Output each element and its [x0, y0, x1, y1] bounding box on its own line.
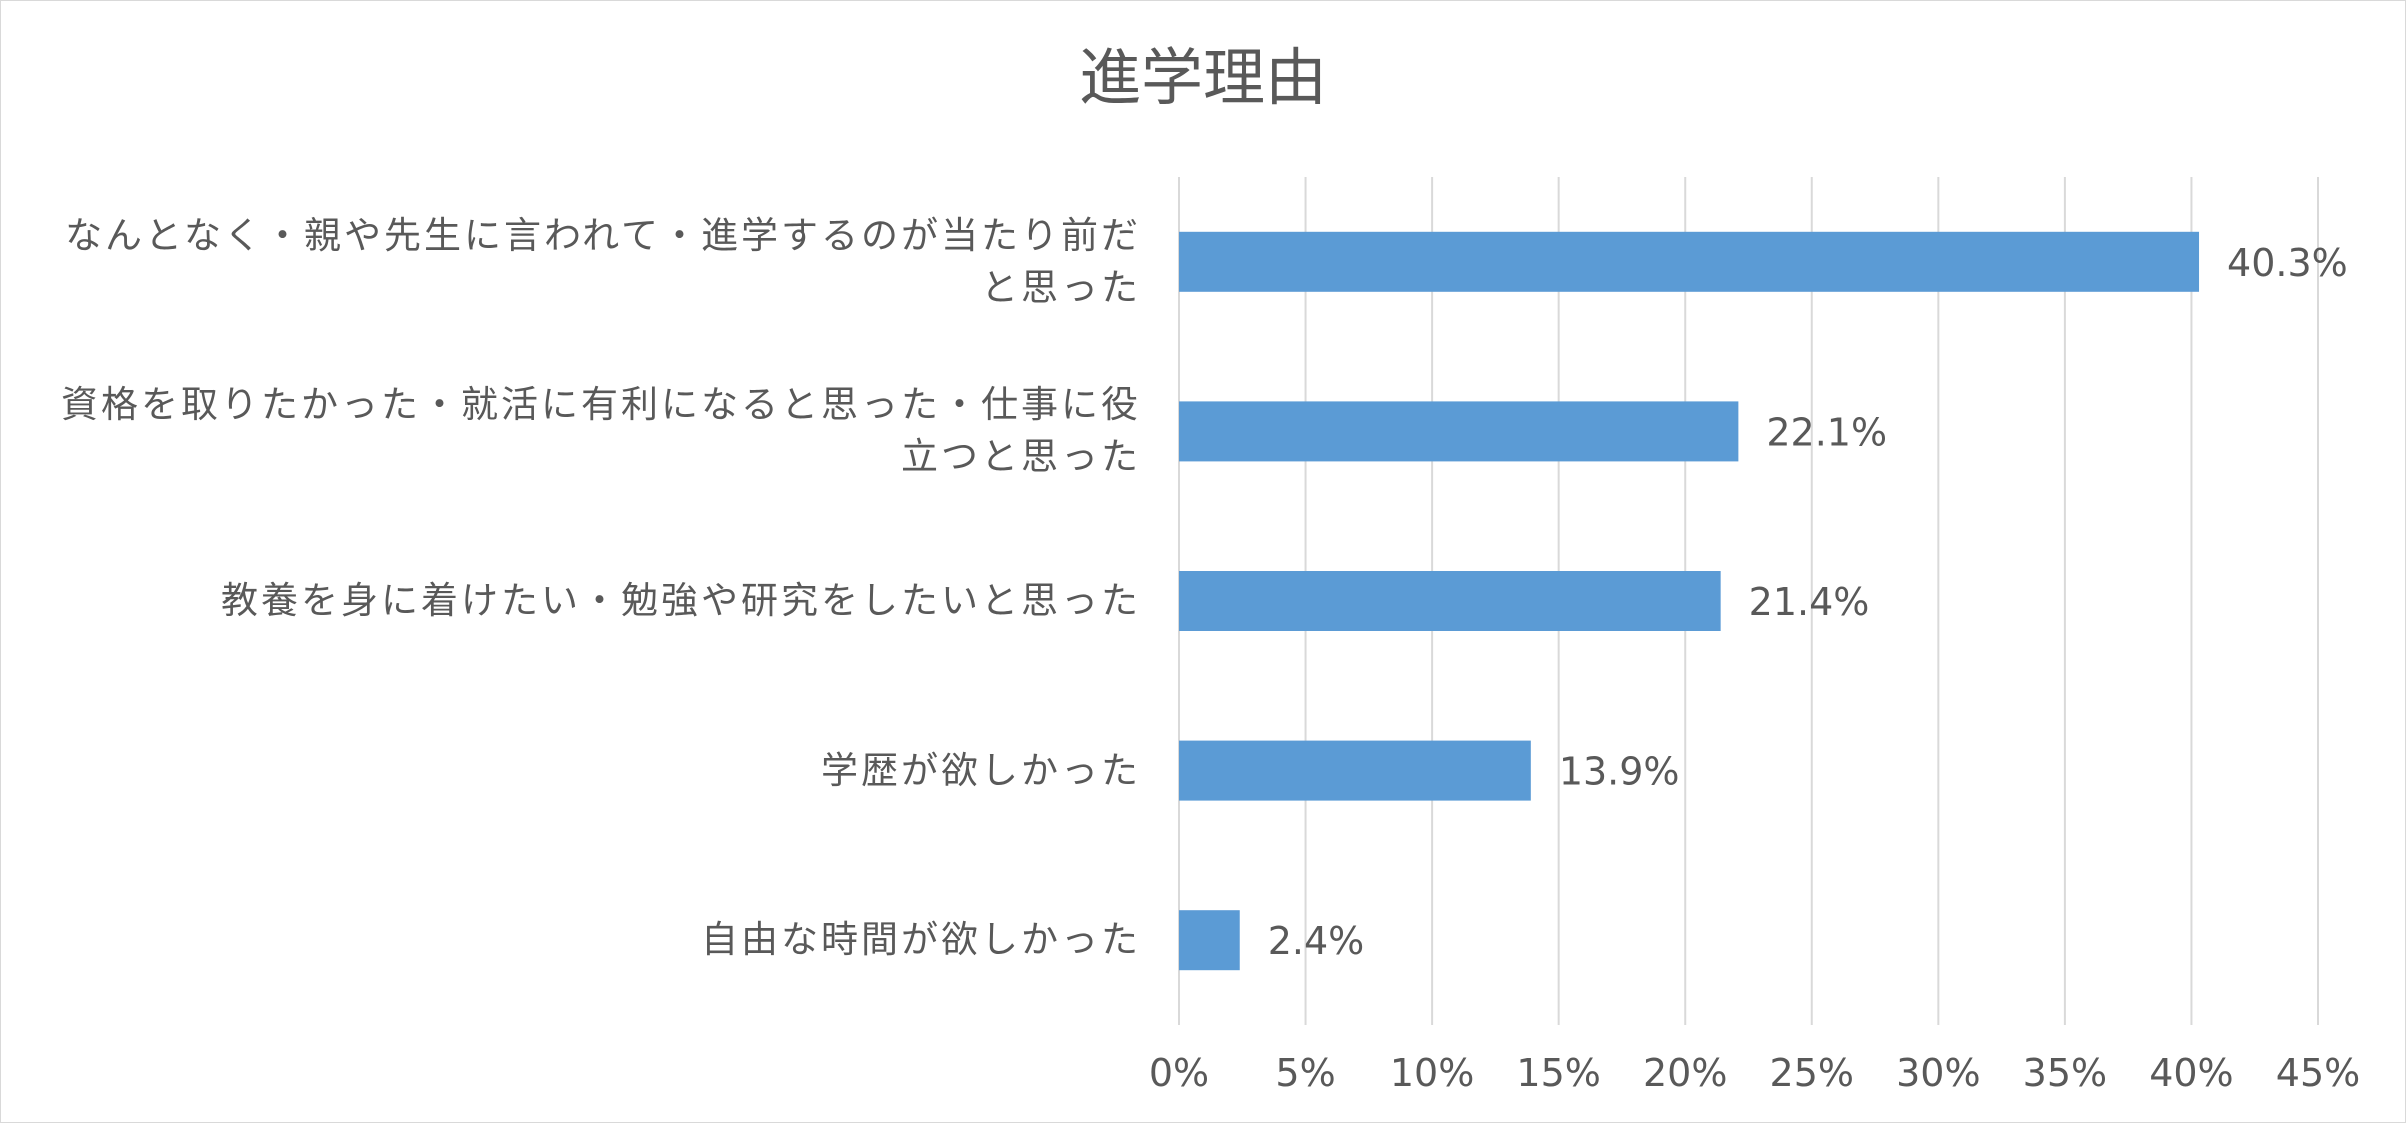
data-label: 2.4% [1268, 919, 1365, 963]
data-label: 21.4% [1749, 580, 1870, 624]
category-label: 資格を取りたかった・就活に有利になると思った・仕事に役立つと思った [31, 379, 1141, 483]
category-label-line: 自由な時間が欲しかった [701, 918, 1141, 962]
category-label-line: 資格を取りたかった・就活に有利になると思った・仕事に役 [61, 383, 1141, 427]
x-axis-ticks: 0% 5% 10% 15% 20% 25% 30% 35% 40% 45% [1149, 1051, 2360, 1095]
bar [1179, 910, 1240, 971]
x-tick-label: 35% [2023, 1051, 2107, 1095]
data-labels: 40.3% 22.1% 21.4% 13.9% 2.4% [1268, 241, 2348, 963]
bar [1179, 401, 1739, 462]
category-label: なんとなく・親や先生に言われて・進学するのが当たり前だと思った [31, 210, 1141, 314]
data-label: 40.3% [2227, 241, 2348, 285]
x-tick-label: 45% [2276, 1051, 2360, 1095]
category-label-line: 教養を身に着けたい・勉強や研究をしたいと思った [221, 579, 1141, 622]
x-tick-label: 40% [2149, 1051, 2233, 1095]
x-tick-label: 15% [1516, 1051, 1600, 1095]
category-label-line: 学歴が欲しかった [821, 748, 1141, 792]
category-label: 学歴が欲しかった [31, 745, 1141, 797]
bar [1179, 571, 1721, 631]
category-label: 自由な時間が欲しかった [31, 914, 1141, 966]
bar [1179, 231, 2200, 292]
data-label: 22.1% [1766, 410, 1887, 454]
x-tick-label: 20% [1643, 1051, 1727, 1095]
category-label-line: なんとなく・親や先生に言われて・進学するのが当たり前だ [65, 213, 1141, 257]
chart-title: 進学理由 [1079, 41, 1327, 114]
x-tick-label: 0% [1149, 1051, 1209, 1095]
x-tick-label: 5% [1275, 1051, 1335, 1095]
x-tick-label: 10% [1390, 1051, 1474, 1095]
x-tick-label: 25% [1770, 1051, 1854, 1095]
category-label-line: 立つと思った [901, 435, 1141, 479]
category-label: 教養を身に着けたい・勉強や研究をしたいと思った [31, 575, 1141, 627]
bars [1179, 231, 2200, 971]
category-label-line: と思った [981, 265, 1141, 309]
x-tick-label: 30% [1896, 1051, 1980, 1095]
data-label: 13.9% [1559, 750, 1680, 794]
bar [1179, 740, 1531, 801]
